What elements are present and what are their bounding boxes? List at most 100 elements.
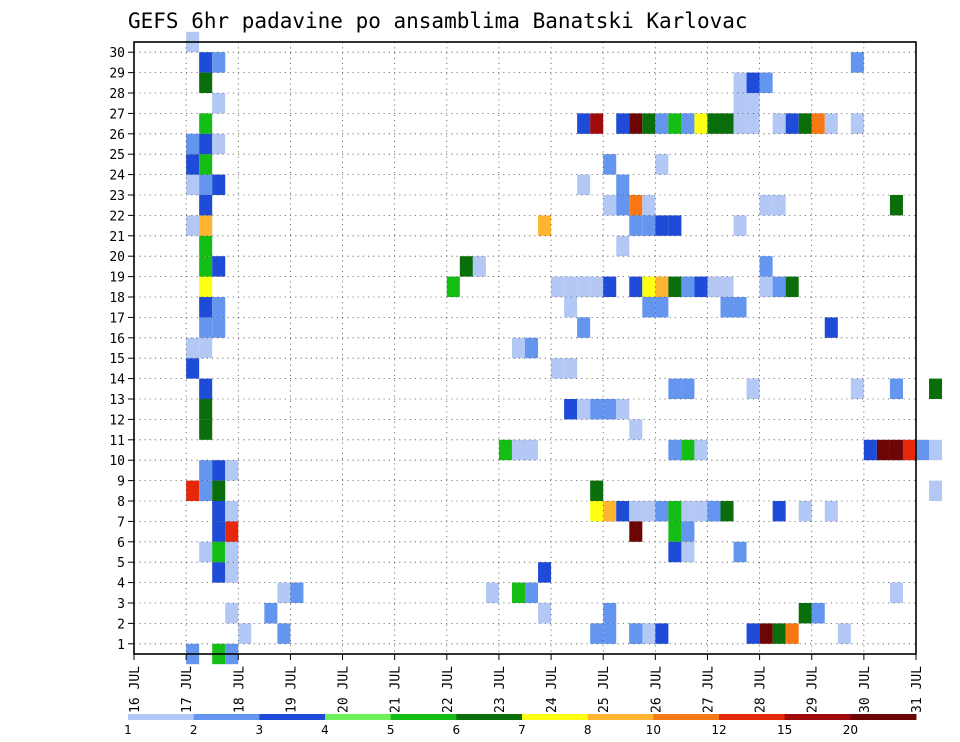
heatmap-cell xyxy=(876,439,890,461)
heatmap-cell xyxy=(733,541,747,563)
heatmap-cell xyxy=(785,623,799,644)
y-tick-label: 11 xyxy=(109,434,125,449)
x-tick-label: 29 JUL xyxy=(806,666,821,713)
heatmap-cell xyxy=(603,154,617,175)
heatmap-cell xyxy=(655,276,669,297)
colorbar-tick-label: 10 xyxy=(646,723,661,737)
heatmap-cell xyxy=(212,297,226,318)
heatmap-cell xyxy=(811,113,825,134)
colorbar-swatch xyxy=(719,714,786,720)
heatmap-cell xyxy=(668,276,682,297)
x-tick-label: 22 JUL xyxy=(441,666,456,713)
heatmap-cell xyxy=(277,582,291,603)
heatmap-cell xyxy=(511,337,525,359)
heatmap-cell xyxy=(511,439,525,461)
grid-layer xyxy=(134,42,916,654)
heatmap-cell xyxy=(759,623,773,644)
colorbar-swatch xyxy=(390,714,457,720)
heatmap-cell xyxy=(290,582,304,603)
y-tick-label: 20 xyxy=(109,250,125,265)
heatmap-cell xyxy=(551,276,565,297)
heatmap-cell xyxy=(225,460,239,481)
x-tick-label: 28 JUL xyxy=(754,666,769,713)
x-tick-label: 30 JUL xyxy=(858,666,873,713)
heatmap-cell xyxy=(199,195,213,216)
heatmap-cell xyxy=(746,72,760,93)
heatmap-cell xyxy=(511,582,525,603)
heatmap-cell xyxy=(186,337,200,359)
heatmap-cell xyxy=(707,276,721,297)
heatmap-cell xyxy=(720,297,734,318)
x-tick-label: 27 JUL xyxy=(701,666,716,713)
heatmap-cell xyxy=(590,623,604,644)
colorbar-swatch xyxy=(128,714,195,720)
heatmap-cell xyxy=(199,541,213,563)
heatmap-cell xyxy=(681,378,695,399)
heatmap-cell xyxy=(186,154,200,175)
heatmap-cell xyxy=(186,174,200,195)
heatmap-cell xyxy=(811,603,825,624)
colorbar-swatch xyxy=(850,714,917,720)
colorbar-tick-label: 1 xyxy=(124,723,132,737)
heatmap-cell xyxy=(759,276,773,297)
heatmap-cell xyxy=(199,337,213,359)
heatmap-cell xyxy=(212,521,226,542)
heatmap-cell xyxy=(655,215,669,236)
heatmap-cell xyxy=(199,72,213,93)
heatmap-cell xyxy=(212,174,226,195)
heatmap-cell xyxy=(759,256,773,277)
colorbar-swatch xyxy=(456,714,523,720)
heatmap-cell xyxy=(564,358,578,379)
heatmap-cell xyxy=(798,603,812,624)
y-tick-label: 25 xyxy=(109,148,125,163)
heatmap-cell xyxy=(733,215,747,236)
heatmap-cell xyxy=(212,562,226,583)
x-tick-label: 24 JUL xyxy=(545,666,560,713)
heatmap-cell xyxy=(681,439,695,461)
y-tick-label: 4 xyxy=(117,577,125,592)
heatmap-cell xyxy=(199,419,213,440)
heatmap-cell xyxy=(720,276,734,297)
heatmap-cell xyxy=(212,317,226,338)
y-tick-label: 14 xyxy=(109,373,125,388)
heatmap-cell xyxy=(629,521,643,542)
x-tick-label: 21 JUL xyxy=(389,666,404,713)
y-tick-label: 7 xyxy=(117,515,125,530)
heatmap-cell xyxy=(225,521,239,542)
heatmap-cell xyxy=(850,378,864,399)
heatmap-cell xyxy=(186,133,200,155)
heatmap-cell xyxy=(668,215,682,236)
heatmap-cell xyxy=(277,623,291,644)
y-tick-label: 13 xyxy=(109,393,125,408)
colorbar-tick-label: 2 xyxy=(190,723,198,737)
heatmap-cell xyxy=(212,52,226,73)
heatmap-cell xyxy=(642,501,656,522)
heatmap-cell xyxy=(655,154,669,175)
heatmap-cell xyxy=(199,276,213,297)
y-tick-label: 1 xyxy=(117,638,125,653)
heatmap-cell xyxy=(694,276,708,297)
heatmap-cell xyxy=(733,93,747,114)
heatmap-cell xyxy=(629,276,643,297)
plot-frame xyxy=(133,41,917,655)
heatmap-cell xyxy=(264,603,278,624)
y-tick-label: 3 xyxy=(117,597,125,612)
y-tick-label: 29 xyxy=(109,67,125,82)
y-tick-label: 30 xyxy=(109,46,125,61)
heatmap-cell xyxy=(485,582,499,603)
x-axis: 16 JUL 17 JUL 18 JUL 19 JUL 20 JUL 21 JUL 22 J… xyxy=(128,654,925,713)
cells-layer xyxy=(186,31,943,665)
colorbar-swatch xyxy=(193,714,260,720)
heatmap-cell xyxy=(824,317,838,338)
heatmap-cell xyxy=(629,113,643,134)
heatmap-cell xyxy=(681,521,695,542)
heatmap-cell xyxy=(681,501,695,522)
heatmap-cell xyxy=(616,399,630,420)
heatmap-cell xyxy=(798,113,812,134)
heatmap-cell xyxy=(186,215,200,236)
heatmap-cell xyxy=(642,297,656,318)
heatmap-cell xyxy=(694,113,708,134)
colorbar-swatch xyxy=(587,714,654,720)
heatmap-cell xyxy=(642,623,656,644)
